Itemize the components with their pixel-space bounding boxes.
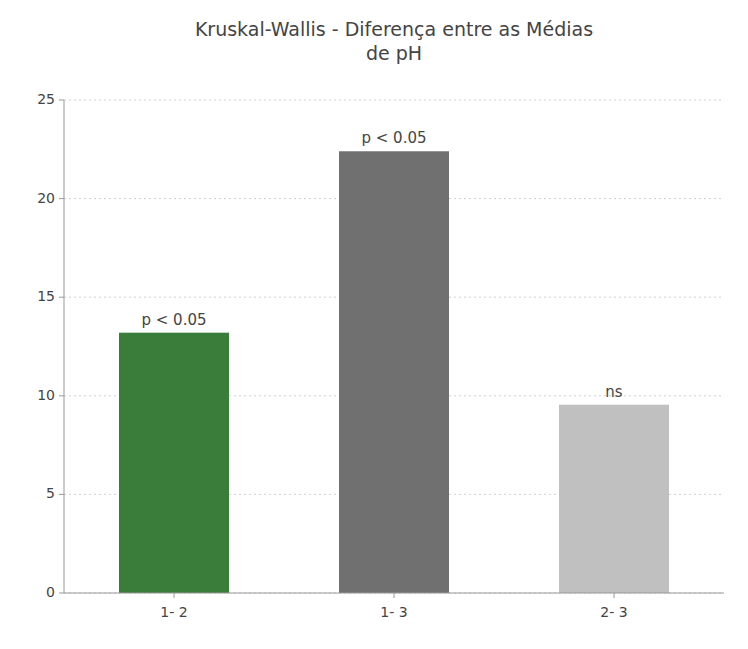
y-tick <box>59 395 64 396</box>
y-tick-label: 15 <box>37 288 55 304</box>
bar <box>339 151 449 593</box>
y-tick-label: 5 <box>46 485 55 501</box>
grid <box>64 100 724 593</box>
chart-container: p < 0.05 p < 0.05 ns 0 5 10 15 20 25 1- 2 1- 3 2- 3… <box>0 0 748 649</box>
annotation: p < 0.05 <box>361 129 426 147</box>
x-tick-label: 1- 2 <box>160 604 187 620</box>
x-tick-label: 1- 3 <box>380 604 407 620</box>
y-tick <box>59 297 64 298</box>
background <box>0 0 748 649</box>
bars <box>119 151 669 593</box>
title: Kruskal-Wallis - Diferença entre as Médi… <box>195 18 593 64</box>
axes: 0 5 10 15 20 25 1- 2 1- 3 2- 3 <box>37 91 724 620</box>
y-tick-label: 0 <box>46 584 55 600</box>
y-tick-label: 25 <box>37 91 55 107</box>
y-tick <box>59 198 64 199</box>
x-tick <box>614 593 615 598</box>
y-tick <box>59 593 64 594</box>
annotations: p < 0.05 p < 0.05 ns <box>141 129 622 400</box>
y-tick-label: 20 <box>37 190 55 206</box>
y-tick-label: 10 <box>37 387 55 403</box>
x-tick <box>174 593 175 598</box>
bar <box>119 333 229 593</box>
y-tick <box>59 100 64 101</box>
x-tick-label: 2- 3 <box>600 604 627 620</box>
bar <box>559 405 669 593</box>
y-tick <box>59 494 64 495</box>
annotation: ns <box>605 383 623 401</box>
y-axis-line <box>64 100 65 593</box>
chart: p < 0.05 p < 0.05 ns 0 5 10 15 20 25 1- 2 1- 3 2- 3… <box>0 0 748 649</box>
x-tick <box>394 593 395 598</box>
grid-line <box>64 100 724 101</box>
annotation: p < 0.05 <box>141 311 206 329</box>
